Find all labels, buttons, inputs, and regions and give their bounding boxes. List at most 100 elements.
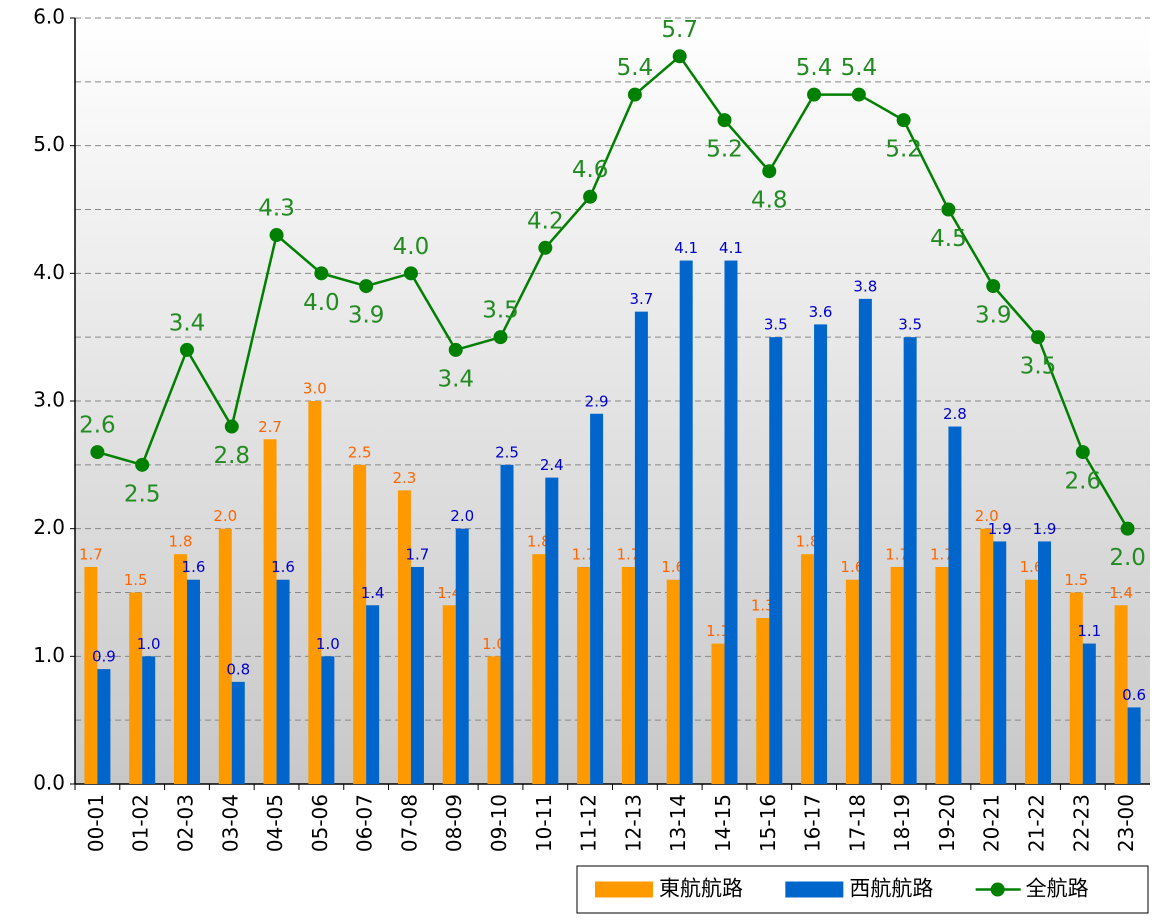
bar xyxy=(545,477,559,784)
bar xyxy=(756,618,770,784)
x-tick-label: 11-12 xyxy=(577,794,601,852)
bar xyxy=(590,413,604,784)
line-marker xyxy=(1120,521,1135,536)
bar xyxy=(142,656,156,784)
bar xyxy=(980,528,994,784)
x-tick-label: 02-03 xyxy=(173,794,197,852)
data-label: 3.5 xyxy=(482,298,519,324)
data-label: 3.4 xyxy=(437,366,474,392)
line-marker xyxy=(627,87,642,102)
y-tick-label: 6.0 xyxy=(33,5,65,29)
data-label: 5.2 xyxy=(706,137,743,163)
data-label: 4.0 xyxy=(303,290,340,316)
data-label: 3.5 xyxy=(1020,354,1057,380)
bar xyxy=(263,439,277,784)
line-marker xyxy=(359,279,374,294)
data-label: 1.7 xyxy=(572,545,596,563)
data-label: 1.0 xyxy=(137,635,161,653)
data-label: 3.6 xyxy=(809,303,833,321)
data-label: 3.5 xyxy=(898,316,922,334)
legend-swatch xyxy=(785,881,844,898)
line-marker xyxy=(807,87,822,102)
bar xyxy=(845,579,859,784)
y-tick-label: 5.0 xyxy=(33,132,65,156)
data-label: 0.9 xyxy=(92,648,116,666)
bar xyxy=(231,681,245,784)
legend-box xyxy=(576,865,1149,914)
x-tick-label: 16-17 xyxy=(801,794,825,852)
bar xyxy=(711,643,725,784)
x-tick-label: 05-06 xyxy=(308,794,332,852)
data-label: 3.0 xyxy=(303,380,327,398)
data-label: 1.1 xyxy=(706,622,730,640)
x-tick-label: 21-22 xyxy=(1025,794,1049,852)
bar xyxy=(724,260,738,785)
bar xyxy=(321,656,335,784)
data-label: 1.7 xyxy=(616,545,640,563)
line-marker xyxy=(538,240,553,255)
data-label: 2.8 xyxy=(213,443,250,469)
x-tick-label: 23-00 xyxy=(1114,794,1138,852)
x-tick-label: 17-18 xyxy=(845,794,869,852)
bar xyxy=(666,579,680,784)
data-label: 1.6 xyxy=(661,558,685,576)
data-label: 1.6 xyxy=(1020,558,1044,576)
bar xyxy=(1082,643,1096,784)
data-label: 2.0 xyxy=(213,507,237,525)
line-marker xyxy=(1075,445,1090,460)
line-marker xyxy=(90,445,105,460)
bar xyxy=(173,554,187,784)
x-tick-label: 00-01 xyxy=(84,794,108,852)
line-marker xyxy=(179,342,194,357)
data-label: 3.9 xyxy=(348,303,385,329)
data-label: 5.7 xyxy=(661,17,698,43)
data-label: 4.2 xyxy=(527,208,564,234)
line-marker xyxy=(941,202,956,217)
data-label: 2.0 xyxy=(450,507,474,525)
bar xyxy=(679,260,693,785)
data-label: 4.8 xyxy=(751,188,788,214)
y-tick-label: 3.0 xyxy=(33,388,65,412)
data-label: 4.0 xyxy=(393,234,430,260)
data-label: 3.4 xyxy=(169,310,206,336)
line-marker xyxy=(448,342,463,357)
x-tick-label: 15-16 xyxy=(756,794,780,852)
line-marker xyxy=(1031,330,1046,345)
data-label: 2.5 xyxy=(124,481,161,507)
bar xyxy=(621,566,635,784)
data-label: 5.4 xyxy=(841,55,878,81)
data-label: 1.3 xyxy=(751,597,775,615)
legend-label: 東航航路 xyxy=(659,877,743,901)
bar xyxy=(500,464,514,784)
data-label: 1.1 xyxy=(1077,622,1101,640)
data-label: 2.8 xyxy=(943,405,967,423)
bar xyxy=(186,579,200,784)
x-tick-label: 22-23 xyxy=(1069,794,1093,852)
bar xyxy=(442,605,456,784)
line-marker xyxy=(851,87,866,102)
x-tick-label: 01-02 xyxy=(129,794,153,852)
line-marker xyxy=(672,49,687,64)
line-marker xyxy=(762,164,777,179)
data-label: 2.4 xyxy=(540,456,564,474)
bar xyxy=(397,490,411,784)
data-label: 2.6 xyxy=(1065,469,1102,495)
bar xyxy=(801,554,815,784)
data-label: 4.5 xyxy=(930,226,967,252)
data-label: 1.6 xyxy=(840,558,864,576)
line-marker xyxy=(717,113,732,128)
data-label: 1.6 xyxy=(182,558,206,576)
bar xyxy=(97,669,111,784)
data-label: 1.7 xyxy=(406,545,430,563)
data-label: 2.9 xyxy=(585,392,609,410)
x-tick-label: 19-20 xyxy=(935,794,959,852)
data-label: 5.4 xyxy=(617,55,654,81)
data-label: 4.3 xyxy=(258,196,295,222)
x-tick-label: 07-08 xyxy=(397,794,421,852)
x-tick-label: 08-09 xyxy=(442,794,466,852)
x-tick-label: 20-21 xyxy=(980,794,1004,852)
bar xyxy=(366,605,380,784)
legend-swatch xyxy=(595,881,653,898)
data-label: 3.8 xyxy=(853,277,877,295)
bar xyxy=(935,566,949,784)
